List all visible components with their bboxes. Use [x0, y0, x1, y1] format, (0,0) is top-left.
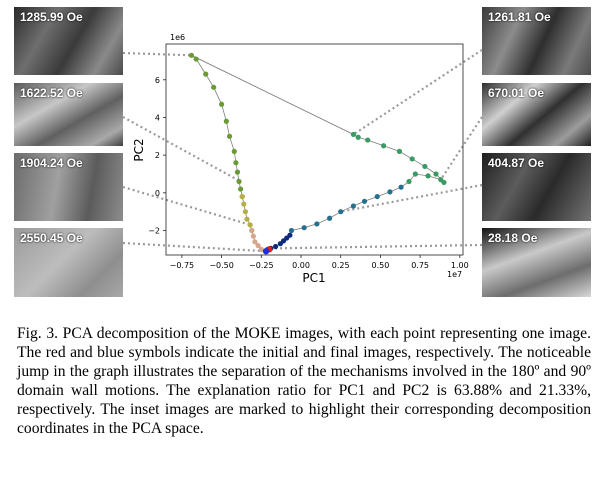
data-point	[255, 242, 261, 249]
y-axis-ticks: −2 0 2 4 6	[148, 76, 166, 236]
inset-image-right-4: 28.18 Oe	[482, 228, 591, 297]
x-tick-label: −0.50	[209, 261, 234, 270]
data-point	[239, 193, 245, 200]
data-point	[350, 203, 357, 209]
x-scale-label: 1e7	[447, 270, 462, 279]
plot-frame	[165, 43, 464, 256]
x-tick-label: 0.00	[292, 261, 310, 270]
data-point	[441, 179, 447, 186]
data-point	[314, 221, 320, 227]
inset-field-label: 1261.81 Oe	[488, 10, 551, 24]
data-point	[233, 160, 239, 166]
y-tick-label: 4	[155, 113, 160, 122]
x-tick-label: 0.50	[372, 261, 390, 270]
inset-image-left-3: 1904.24 Oe	[14, 153, 123, 221]
x-axis-label: PC1	[302, 271, 325, 285]
x-tick-label: −0.25	[249, 261, 274, 270]
data-point	[223, 118, 229, 124]
data-point	[218, 101, 225, 107]
y-scale-label: 1e6	[170, 33, 185, 42]
data-point	[272, 243, 279, 250]
connector-line	[122, 241, 267, 253]
data-point	[433, 171, 439, 177]
data-point	[406, 178, 412, 185]
inset-image-right-1: 1261.81 Oe	[482, 7, 591, 75]
y-tick-label: 6	[155, 76, 160, 85]
data-point	[287, 232, 293, 238]
data-point	[193, 56, 199, 62]
inset-field-label: 1285.99 Oe	[20, 10, 83, 24]
inset-field-label: 404.87 Oe	[488, 156, 545, 170]
data-point	[241, 201, 247, 207]
data-point	[242, 209, 249, 215]
x-tick-label: 0.25	[332, 261, 350, 270]
data-point	[247, 222, 253, 228]
data-point	[288, 227, 295, 234]
inset-image-left-4: 2550.45 Oe	[14, 228, 123, 297]
data-point	[365, 137, 371, 143]
data-point	[249, 227, 255, 234]
data-point	[234, 169, 241, 175]
data-point	[338, 209, 344, 215]
data-point	[422, 163, 428, 170]
data-point	[380, 143, 387, 149]
connector-line	[439, 116, 483, 181]
data-point	[203, 71, 209, 77]
inset-image-left-1: 1285.99 Oe	[14, 7, 123, 75]
final-image-marker	[262, 248, 270, 255]
data-point	[374, 193, 380, 200]
inset-connector-lines	[122, 49, 483, 253]
y-axis-label: PC2	[132, 138, 146, 161]
y-tick-label: 0	[155, 189, 160, 198]
connector-line	[122, 51, 192, 57]
inset-field-label: 2550.45 Oe	[20, 231, 83, 245]
x-tick-label: −0.75	[170, 261, 195, 270]
inset-field-label: 670.01 Oe	[488, 86, 545, 100]
connector-line	[340, 183, 483, 213]
data-point	[396, 148, 403, 154]
data-point	[301, 225, 307, 231]
chart-marks	[188, 52, 447, 255]
inset-image-right-2: 670.01 Oe	[482, 83, 591, 146]
jump-line	[191, 54, 354, 135]
connector-line	[270, 243, 483, 250]
data-point	[250, 233, 256, 239]
x-tick-label: 0.75	[411, 261, 429, 270]
data-point	[387, 189, 393, 195]
connector-line	[352, 49, 483, 136]
data-point	[188, 52, 195, 58]
data-point	[398, 184, 404, 190]
data-point	[355, 134, 361, 140]
pca-figure: −0.75 −0.50 −0.25 0.00 0.25 0.50 0.75 1.00 −2 0 2…	[122, 33, 483, 285]
data-point	[238, 186, 244, 192]
inset-image-left-2: 1622.52 Oe	[14, 83, 123, 146]
connector-line	[122, 116, 242, 183]
figure-caption: Fig. 3. PCA decomposition of the MOKE im…	[17, 325, 591, 437]
data-point	[258, 246, 264, 252]
y-tick-label: −2	[148, 227, 160, 236]
connector-line	[122, 185, 251, 226]
data-point	[361, 198, 368, 204]
inset-field-label: 28.18 Oe	[488, 231, 538, 245]
inset-image-right-3: 404.87 Oe	[482, 153, 591, 221]
data-point	[231, 148, 237, 154]
data-point	[252, 239, 258, 245]
data-point	[409, 156, 415, 162]
data-point	[236, 178, 242, 185]
x-tick-label: 1.00	[451, 261, 469, 270]
data-point	[226, 133, 233, 139]
inset-field-label: 1904.24 Oe	[20, 156, 83, 170]
data-point	[211, 84, 217, 90]
data-point	[425, 173, 431, 179]
x-axis-ticks: −0.75 −0.50 −0.25 0.00 0.25 0.50 0.75 1.00	[170, 255, 469, 270]
y-tick-label: 2	[155, 151, 160, 160]
data-point	[350, 131, 357, 138]
inset-field-label: 1622.52 Oe	[20, 86, 83, 100]
data-point	[244, 216, 250, 222]
data-point	[412, 171, 418, 177]
data-point	[326, 215, 333, 221]
